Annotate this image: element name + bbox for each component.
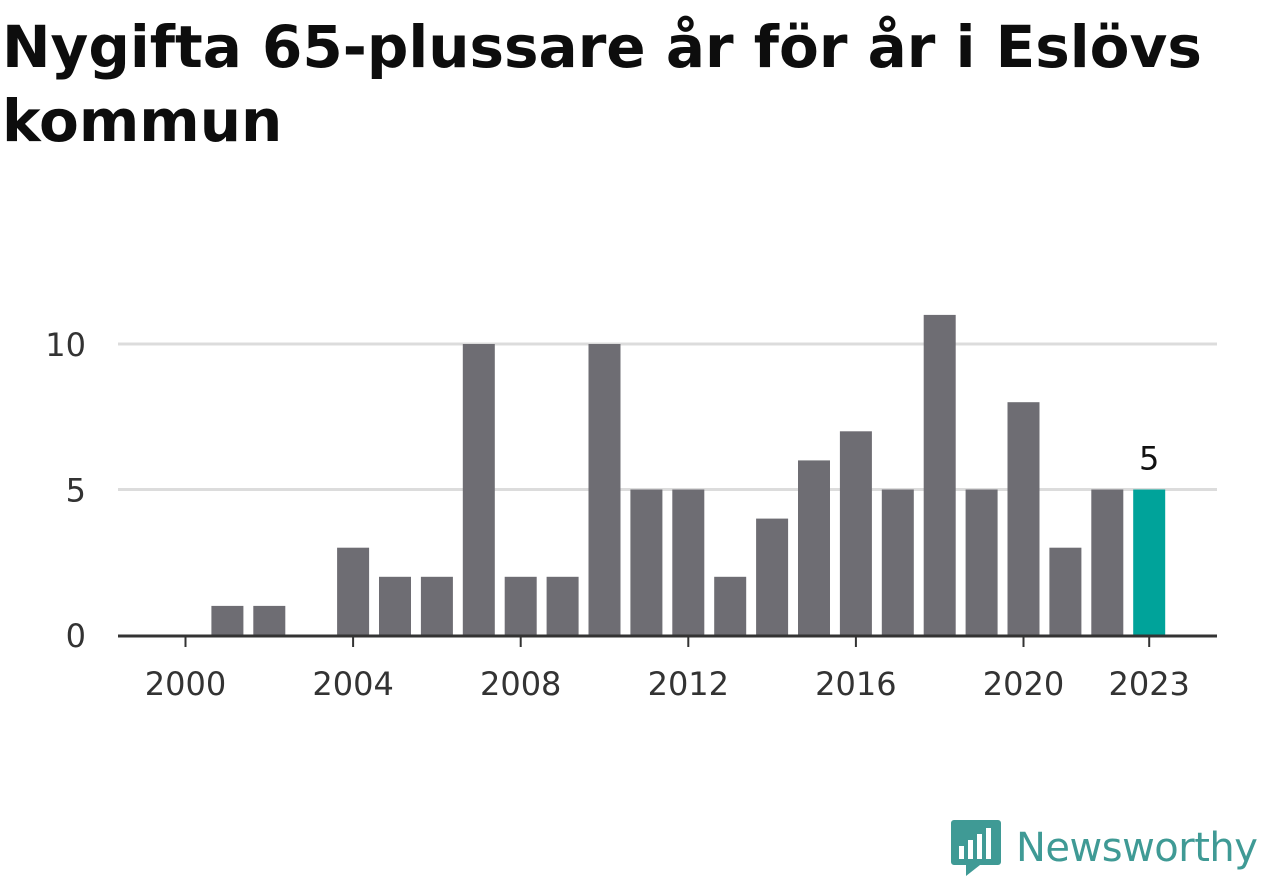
bar-2021 xyxy=(1049,547,1082,635)
bar-2023 xyxy=(1133,489,1166,635)
bar-2006 xyxy=(420,576,453,635)
x-tick-label: 2008 xyxy=(480,665,561,703)
bar-2005 xyxy=(379,576,411,635)
bar-2014 xyxy=(756,518,789,635)
bar-2001 xyxy=(211,605,244,635)
x-tick-label: 2000 xyxy=(145,665,226,703)
y-tick-label: 10 xyxy=(45,326,86,364)
bar-2016 xyxy=(839,431,872,635)
y-tick-label: 5 xyxy=(66,472,86,510)
bars xyxy=(211,314,1166,635)
bar-2010 xyxy=(588,344,621,635)
chart-title: Nygifta 65-plussare år för år i Eslövs k… xyxy=(2,13,1202,155)
brand-name: Newsworthy xyxy=(1016,825,1258,871)
bar-2015 xyxy=(798,460,830,635)
bar-2009 xyxy=(546,576,579,635)
data-label-2023: 5 xyxy=(1139,440,1159,478)
bar-2022 xyxy=(1091,489,1124,635)
bar-2004 xyxy=(337,547,370,635)
bar-2008 xyxy=(504,576,537,635)
labels: 0 5 10 5 2000 2004 2008 2012 2016 2020 2023 xyxy=(45,326,1190,703)
x-tick-label: 2023 xyxy=(1108,665,1189,703)
x-tick-label: 2020 xyxy=(983,665,1064,703)
brand: Newsworthy xyxy=(950,818,1258,878)
newsworthy-logo-icon xyxy=(951,820,1001,876)
bar-2002 xyxy=(253,605,286,635)
bar-2019 xyxy=(965,489,998,635)
bar-2017 xyxy=(881,489,914,635)
bar-2011 xyxy=(630,489,663,635)
x-tick-label: 2004 xyxy=(312,665,393,703)
x-tick-label: 2012 xyxy=(648,665,729,703)
bar-2012 xyxy=(672,489,705,635)
bar-2013 xyxy=(714,576,747,635)
bar-2018 xyxy=(923,314,956,635)
axes xyxy=(118,634,1217,647)
x-tick-label: 2016 xyxy=(815,665,896,703)
y-tick-label: 0 xyxy=(66,617,86,655)
bar-2020 xyxy=(1007,402,1040,635)
bar-2007 xyxy=(462,344,495,635)
gridlines xyxy=(118,342,1217,491)
